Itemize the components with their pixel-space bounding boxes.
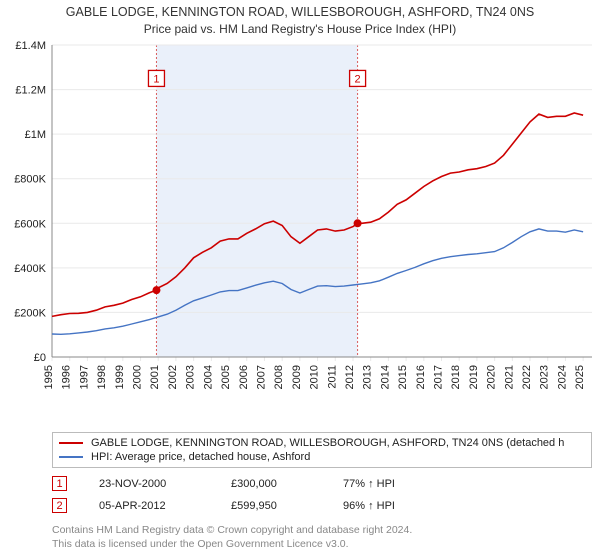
svg-text:2022: 2022 [521,365,533,389]
sale-price-2: £599,950 [231,500,311,512]
sale-marker-2: 2 [52,498,67,513]
svg-text:£1.2M: £1.2M [15,85,46,97]
svg-text:£1.4M: £1.4M [15,40,46,52]
svg-text:2024: 2024 [556,365,568,389]
svg-text:1996: 1996 [61,365,73,389]
svg-text:2017: 2017 [433,365,445,389]
svg-text:2021: 2021 [503,365,515,389]
svg-text:1: 1 [153,73,159,85]
title-main: GABLE LODGE, KENNINGTON ROAD, WILLESBORO… [8,4,592,21]
svg-text:£400K: £400K [14,263,46,275]
svg-text:1997: 1997 [78,365,90,389]
sale-date-1: 23-NOV-2000 [99,478,199,490]
footer-line-1: Contains HM Land Registry data © Crown c… [52,524,592,538]
legend-item: GABLE LODGE, KENNINGTON ROAD, WILLESBORO… [59,436,585,450]
svg-text:2010: 2010 [309,365,321,389]
svg-text:2009: 2009 [291,365,303,389]
sale-row-1: 1 23-NOV-2000 £300,000 77% ↑ HPI [52,476,592,491]
svg-text:2004: 2004 [202,365,214,389]
svg-text:2013: 2013 [362,365,374,389]
svg-text:2019: 2019 [468,365,480,389]
title-block: GABLE LODGE, KENNINGTON ROAD, WILLESBORO… [0,0,600,39]
svg-text:2003: 2003 [185,365,197,389]
svg-text:2018: 2018 [450,365,462,389]
svg-text:2023: 2023 [539,365,551,389]
svg-text:2008: 2008 [273,365,285,389]
svg-text:2025: 2025 [574,365,586,389]
svg-text:2007: 2007 [255,365,267,389]
title-sub: Price paid vs. HM Land Registry's House … [8,21,592,37]
sale-pct-2: 96% ↑ HPI [343,500,423,512]
svg-text:2011: 2011 [326,365,338,389]
legend-swatch [59,456,83,458]
arrow-up-icon: ↑ [368,500,374,512]
chart-svg: £0 £200K £400K £600K £800K £1M £1.2M £1.4M 1995 1… [0,39,600,427]
chart-wrap: £0 £200K £400K £600K £800K £1M £1.2M £1.4M 1995 1… [0,39,600,427]
svg-text:£1M: £1M [25,129,46,141]
sale-date-2: 05-APR-2012 [99,500,199,512]
legend: GABLE LODGE, KENNINGTON ROAD, WILLESBORO… [52,432,592,468]
footer-line-2: This data is licensed under the Open Gov… [52,538,592,552]
svg-text:2002: 2002 [167,365,179,389]
legend-swatch [59,442,83,444]
svg-text:2012: 2012 [344,365,356,389]
svg-text:2015: 2015 [397,365,409,389]
svg-text:1995: 1995 [43,365,55,389]
svg-text:2005: 2005 [220,365,232,389]
sale-marker-1: 1 [52,476,67,491]
svg-text:£0: £0 [34,352,46,364]
svg-text:2006: 2006 [238,365,250,389]
svg-text:£800K: £800K [14,174,46,186]
sale-row-2: 2 05-APR-2012 £599,950 96% ↑ HPI [52,498,592,513]
chart-container: GABLE LODGE, KENNINGTON ROAD, WILLESBORO… [0,0,600,560]
sale-price-1: £300,000 [231,478,311,490]
svg-text:2014: 2014 [379,365,391,389]
svg-text:2001: 2001 [149,365,161,389]
legend-label: HPI: Average price, detached house, Ashf… [91,451,310,463]
svg-text:2000: 2000 [132,365,144,389]
footer: Contains HM Land Registry data © Crown c… [52,524,592,551]
svg-text:£600K: £600K [14,218,46,230]
sale-pct-1: 77% ↑ HPI [343,478,423,490]
legend-label: GABLE LODGE, KENNINGTON ROAD, WILLESBORO… [91,437,564,449]
svg-text:1998: 1998 [96,365,108,389]
svg-text:2: 2 [355,73,361,85]
arrow-up-icon: ↑ [368,478,374,490]
legend-item: HPI: Average price, detached house, Ashf… [59,450,585,464]
svg-text:2020: 2020 [486,365,498,389]
svg-text:£200K: £200K [14,307,46,319]
svg-text:1999: 1999 [114,365,126,389]
svg-text:2016: 2016 [415,365,427,389]
